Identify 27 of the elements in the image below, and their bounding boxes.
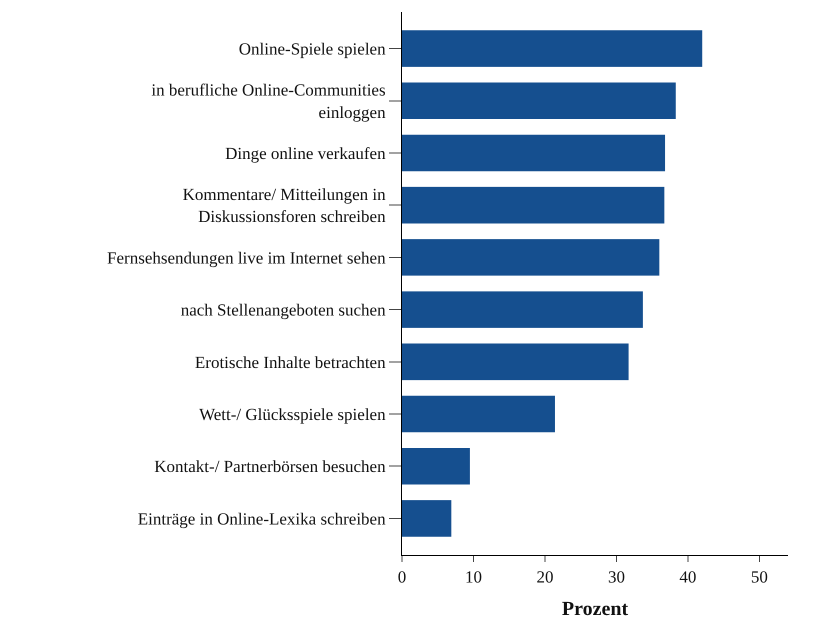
y-tick-label: in berufliche Online-Communities einloggen bbox=[151, 80, 386, 122]
bar bbox=[402, 448, 470, 485]
x-tick-label: 50 bbox=[750, 567, 768, 586]
bar bbox=[402, 500, 452, 537]
x-axis-title: Prozent bbox=[562, 598, 628, 620]
y-tick-label: Wett-/ Glücksspiele spielen bbox=[199, 404, 386, 424]
bar bbox=[402, 186, 664, 224]
x-tick-label: 10 bbox=[464, 567, 482, 586]
y-tick-label: Erotische Inhalte betrachten bbox=[194, 352, 386, 372]
bar bbox=[402, 239, 660, 276]
x-tick-label: 20 bbox=[536, 567, 554, 586]
y-tick-label: Online-Spiele spielen bbox=[238, 40, 386, 58]
bar bbox=[402, 396, 555, 432]
bar bbox=[402, 82, 676, 120]
y-tick-label: Dinge online verkaufen bbox=[225, 144, 386, 163]
bar bbox=[402, 30, 702, 67]
y-tick-label: Kontakt-/ Partnerbörsen besuchen bbox=[154, 457, 386, 476]
bar bbox=[402, 344, 629, 380]
x-tick-label: 30 bbox=[608, 567, 625, 586]
bar bbox=[402, 134, 666, 172]
bar bbox=[402, 291, 643, 328]
x-tick-label: 40 bbox=[679, 567, 696, 586]
y-tick-label: Fernsehsendungen live im Internet sehen bbox=[107, 248, 386, 268]
y-tick-label: nach Stellenangeboten suchen bbox=[180, 300, 386, 320]
y-tick-label: Einträge in Online-Lexika schreiben bbox=[138, 509, 386, 528]
x-tick-label: 0 bbox=[398, 567, 406, 586]
y-tick-label: Kommentare/ Mitteilungen in Diskussionsforen schreiben bbox=[182, 185, 386, 226]
